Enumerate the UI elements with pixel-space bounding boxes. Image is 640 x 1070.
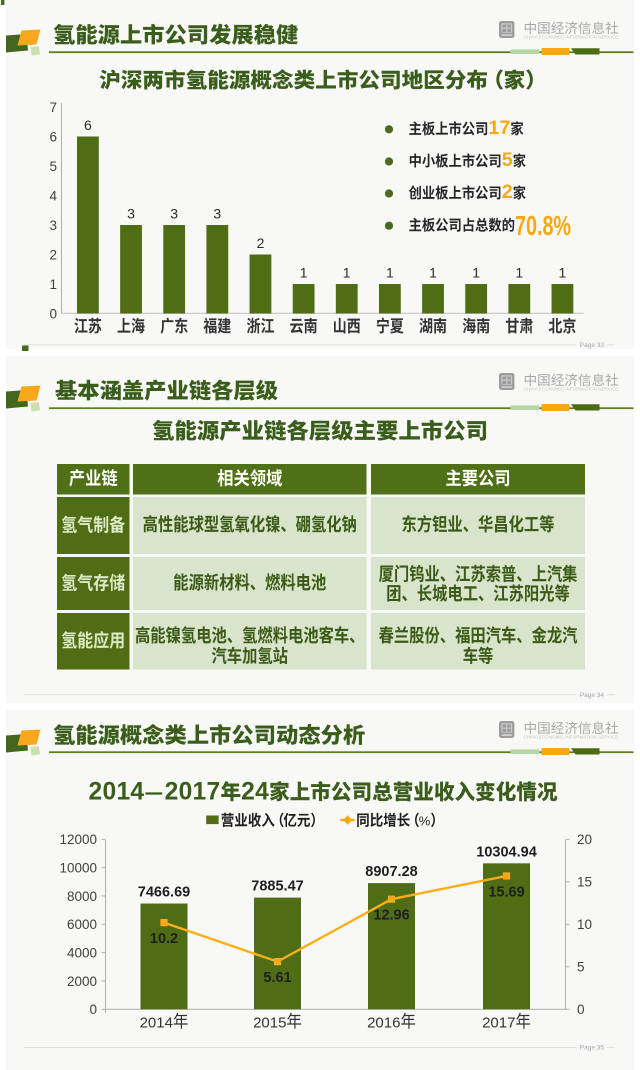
svg-text:8000: 8000	[67, 889, 97, 904]
svg-text:2016: 2016	[367, 1014, 400, 1031]
svg-text:10.2: 10.2	[150, 931, 178, 947]
svg-text:2017: 2017	[165, 778, 221, 805]
svg-text:%: %	[419, 814, 431, 829]
svg-text:4: 4	[50, 188, 58, 203]
svg-text:CHINA ECONOMIC INFORMATION SER: CHINA ECONOMIC INFORMATION SERVICE	[524, 386, 619, 391]
svg-text:10304.94: 10304.94	[476, 844, 536, 860]
svg-text:5: 5	[577, 960, 585, 975]
svg-text:Page 33: Page 33	[580, 342, 605, 349]
svg-text:70.8%: 70.8%	[515, 210, 571, 241]
svg-text:8907.28: 8907.28	[365, 864, 417, 880]
svg-text:2000: 2000	[67, 974, 97, 989]
svg-text:2: 2	[257, 235, 265, 251]
svg-text:0: 0	[90, 1002, 98, 1017]
svg-text:1: 1	[343, 264, 351, 280]
svg-text:2014: 2014	[89, 778, 145, 805]
svg-text:5: 5	[50, 159, 58, 174]
svg-text:6: 6	[84, 117, 92, 133]
svg-text:1: 1	[429, 264, 437, 280]
svg-text:10: 10	[577, 917, 592, 932]
svg-text:12.96: 12.96	[373, 908, 409, 924]
svg-text:2017: 2017	[482, 1014, 515, 1031]
svg-text:1: 1	[386, 264, 394, 280]
svg-text:3: 3	[170, 205, 178, 221]
svg-text:24: 24	[241, 778, 269, 805]
svg-text:1: 1	[515, 264, 523, 280]
svg-text:Page 34: Page 34	[580, 692, 605, 699]
svg-text:2014: 2014	[140, 1014, 173, 1031]
svg-text:5.61: 5.61	[263, 970, 291, 986]
svg-text:15: 15	[577, 875, 592, 890]
svg-text:3: 3	[213, 205, 221, 221]
svg-text:0: 0	[577, 1002, 585, 1017]
svg-text:Page 35: Page 35	[580, 1045, 605, 1052]
svg-text:2: 2	[50, 247, 58, 262]
svg-text:2: 2	[502, 181, 513, 203]
svg-text:12000: 12000	[60, 832, 98, 847]
svg-text:10000: 10000	[60, 860, 98, 875]
svg-text:0: 0	[50, 306, 58, 321]
svg-text:3: 3	[50, 218, 58, 233]
svg-text:1: 1	[472, 264, 480, 280]
svg-text:17: 17	[488, 117, 510, 139]
svg-text:1: 1	[50, 277, 58, 292]
svg-text:5: 5	[502, 149, 513, 171]
svg-text:15.69: 15.69	[488, 885, 524, 901]
svg-text:7: 7	[50, 100, 58, 115]
svg-text:6: 6	[50, 129, 58, 144]
svg-text:1: 1	[300, 264, 308, 280]
svg-text:6000: 6000	[67, 917, 97, 932]
svg-text:2015: 2015	[253, 1014, 286, 1031]
svg-text:1: 1	[559, 264, 567, 280]
svg-text:CHINA ECONOMIC INFORMATION SER: CHINA ECONOMIC INFORMATION SERVICE	[524, 734, 619, 739]
svg-text:CHINA ECONOMIC INFORMATION SER: CHINA ECONOMIC INFORMATION SERVICE	[524, 34, 619, 39]
svg-text:4000: 4000	[67, 945, 97, 960]
svg-text:7466.69: 7466.69	[138, 885, 190, 901]
svg-text:20: 20	[577, 832, 592, 847]
svg-text:3: 3	[127, 205, 135, 221]
svg-text:7885.47: 7885.47	[251, 879, 303, 895]
